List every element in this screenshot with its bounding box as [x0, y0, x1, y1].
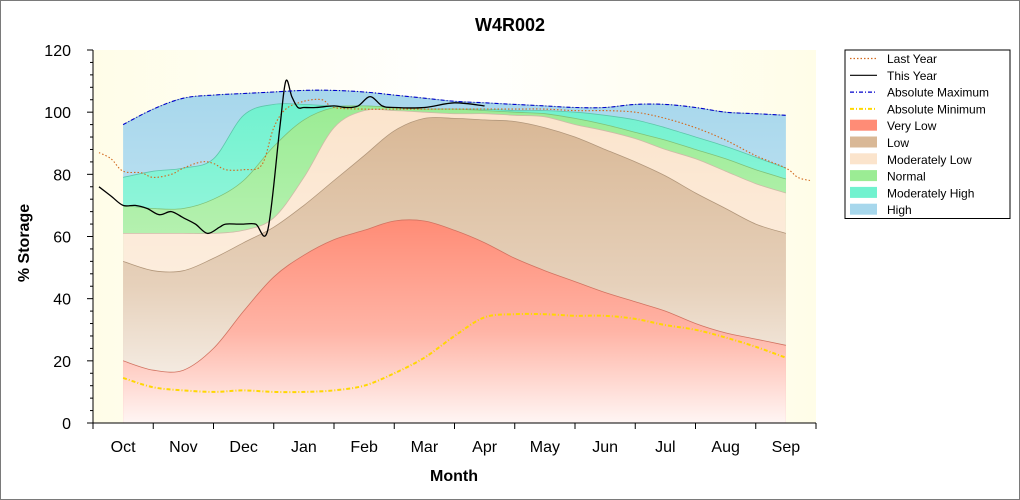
y-tick-label: 100 — [44, 105, 71, 122]
legend: Last Year This Year Absolute Maximum Absolu… — [844, 49, 1011, 219]
band-very-low — [122, 219, 786, 423]
percentile-bands — [122, 89, 787, 423]
x-tick-label: Sep — [772, 439, 801, 456]
y-tick-label: 120 — [44, 43, 71, 60]
x-tick-label: Jun — [592, 439, 618, 456]
legend-label: Low — [887, 136, 909, 150]
legend-label: High — [887, 203, 912, 217]
y-tick-label: 0 — [62, 416, 71, 433]
legend-label: Moderately Low — [887, 153, 972, 167]
x-tick-label: Jan — [291, 439, 317, 456]
x-axis-label: Month — [430, 468, 478, 485]
legend-item-absolute-maximum: Absolute Maximum — [850, 86, 989, 100]
chart-title: W4R002 — [475, 15, 545, 35]
legend-label: Very Low — [887, 119, 937, 133]
legend-item-absolute-minimum: Absolute Minimum — [850, 102, 986, 116]
legend-item-high: High — [850, 203, 912, 217]
legend-item-moderately-high: Moderately High — [850, 186, 974, 200]
legend-swatch — [850, 136, 877, 148]
series-absolute-maximum — [122, 89, 786, 126]
legend-item-low: Low — [850, 136, 909, 150]
legend-item-last-year: Last Year — [850, 52, 937, 66]
x-tick-label: Dec — [229, 439, 257, 456]
y-tick-label: 80 — [53, 167, 71, 184]
x-tick-label: May — [530, 439, 560, 456]
x-tick-label: Mar — [411, 439, 439, 456]
legend-box — [844, 49, 1011, 219]
legend-label: Absolute Maximum — [887, 86, 989, 100]
y-axis-label: % Storage — [16, 204, 33, 282]
legend-label: Moderately High — [887, 186, 974, 200]
legend-swatch — [850, 186, 877, 198]
y-tick-label: 40 — [53, 292, 71, 309]
x-tick-label: Oct — [111, 439, 136, 456]
legend-swatch — [850, 153, 877, 165]
legend-label: Last Year — [887, 52, 937, 66]
x-tick-label: Feb — [350, 439, 378, 456]
legend-label: Normal — [887, 170, 926, 184]
x-tick-label: Jul — [655, 439, 675, 456]
legend-item-very-low: Very Low — [850, 119, 937, 133]
series-this-year — [98, 79, 485, 237]
series-absolute-minimum — [122, 312, 787, 394]
y-axis-ticks: 0 20 40 60 80 100 120 — [44, 43, 93, 433]
x-tick-label: Apr — [472, 439, 498, 456]
series-last-year — [98, 98, 811, 182]
y-tick-label: 60 — [53, 230, 71, 247]
legend-label: This Year — [887, 69, 937, 83]
legend-swatch — [850, 203, 877, 215]
legend-item-moderately-low: Moderately Low — [850, 153, 972, 167]
y-tick-label: 20 — [53, 354, 71, 371]
legend-item-this-year: This Year — [850, 69, 937, 83]
x-axis-ticks: Oct Nov Dec Jan Feb Mar Apr May Jun Jul Aug Sep — [92, 423, 817, 456]
series-lines — [98, 79, 811, 394]
x-tick-label: Nov — [169, 439, 197, 456]
legend-swatch — [850, 170, 877, 182]
legend-item-normal: Normal — [850, 170, 926, 184]
legend-label: Absolute Minimum — [887, 102, 986, 116]
legend-swatch — [850, 119, 877, 131]
x-tick-label: Aug — [711, 439, 739, 456]
